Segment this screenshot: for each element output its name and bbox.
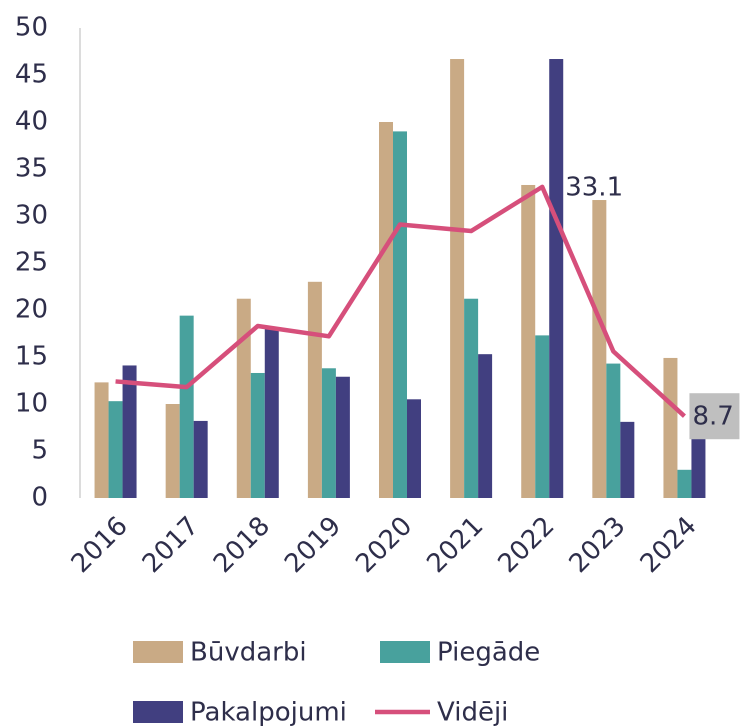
y-tick-label: 5 — [31, 436, 48, 466]
legend-swatch — [133, 701, 183, 723]
data-label: 33.1 — [565, 172, 623, 202]
bar — [663, 357, 678, 498]
bar — [393, 131, 407, 498]
bar — [321, 368, 336, 498]
y-tick-label: 50 — [15, 13, 48, 43]
bar — [521, 184, 536, 499]
legend-label: Būvdarbi — [190, 638, 307, 668]
y-tick-label: 0 — [31, 483, 48, 513]
bar — [478, 354, 493, 498]
bar — [407, 399, 421, 498]
x-tick-label: 2019 — [279, 511, 347, 579]
bar — [179, 315, 194, 498]
x-tick-label: 2024 — [635, 511, 703, 579]
x-tick-label: 2021 — [421, 511, 489, 579]
y-tick-label: 30 — [15, 201, 48, 231]
legend-swatch — [133, 641, 183, 663]
bar — [193, 420, 208, 498]
bar — [264, 327, 279, 498]
bar — [592, 200, 607, 498]
y-tick-label: 15 — [15, 342, 48, 372]
bar — [464, 298, 479, 498]
y-tick-label: 40 — [15, 107, 48, 137]
data-label-box — [689, 393, 740, 440]
legend-label: Pakalpojumi — [190, 698, 347, 727]
bar — [379, 122, 393, 498]
legend-label: Vidēji — [437, 698, 508, 727]
bar — [606, 363, 621, 498]
x-tick-label: 2016 — [66, 511, 134, 579]
data-label: 8.7 — [692, 402, 733, 432]
legend-swatch — [380, 641, 430, 663]
x-tick-label: 2020 — [350, 511, 418, 579]
bar — [250, 372, 265, 498]
y-tick-label: 35 — [15, 154, 48, 184]
bar — [94, 382, 109, 498]
bar — [236, 298, 251, 498]
bar — [535, 335, 550, 498]
bar — [165, 404, 180, 498]
x-tick-label: 2017 — [137, 511, 205, 579]
bar — [620, 421, 635, 498]
x-tick-label: 2022 — [492, 511, 560, 579]
y-tick-label: 45 — [15, 60, 48, 90]
bar — [335, 376, 350, 498]
bar — [307, 281, 322, 498]
y-tick-label: 10 — [15, 389, 48, 419]
x-tick-label: 2023 — [564, 511, 632, 579]
bar — [549, 59, 564, 499]
bar — [122, 365, 137, 498]
bar — [108, 401, 123, 498]
x-tick-label: 2018 — [208, 511, 276, 579]
y-tick-label: 20 — [15, 295, 48, 325]
bar — [677, 469, 692, 498]
legend-label: Piegāde — [437, 638, 540, 668]
y-tick-label: 25 — [15, 248, 48, 278]
line — [115, 184, 686, 418]
bar — [450, 59, 465, 499]
